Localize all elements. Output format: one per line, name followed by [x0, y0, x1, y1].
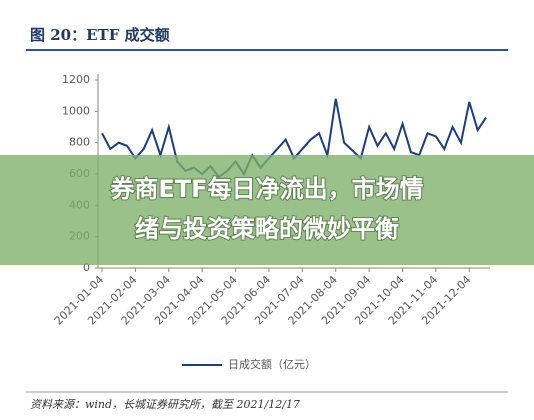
source: 资料来源：wind，长城证券研究所，截至 2021/12/17	[30, 398, 300, 411]
overlay-text: 券商ETF每日净流出，市场情	[110, 175, 423, 203]
overlay-banner	[0, 155, 534, 265]
legend-label: 日成交额（亿元）	[228, 357, 316, 371]
chart-title: 图 20：ETF 成交额	[30, 26, 170, 44]
y-tick-label: 1000	[62, 104, 90, 117]
y-tick-label: 0	[83, 261, 90, 274]
y-tick-label: 800	[69, 136, 90, 149]
overlay-text: 绪与投资策略的微妙平衡	[135, 215, 399, 243]
y-tick-label: 1200	[62, 73, 90, 86]
